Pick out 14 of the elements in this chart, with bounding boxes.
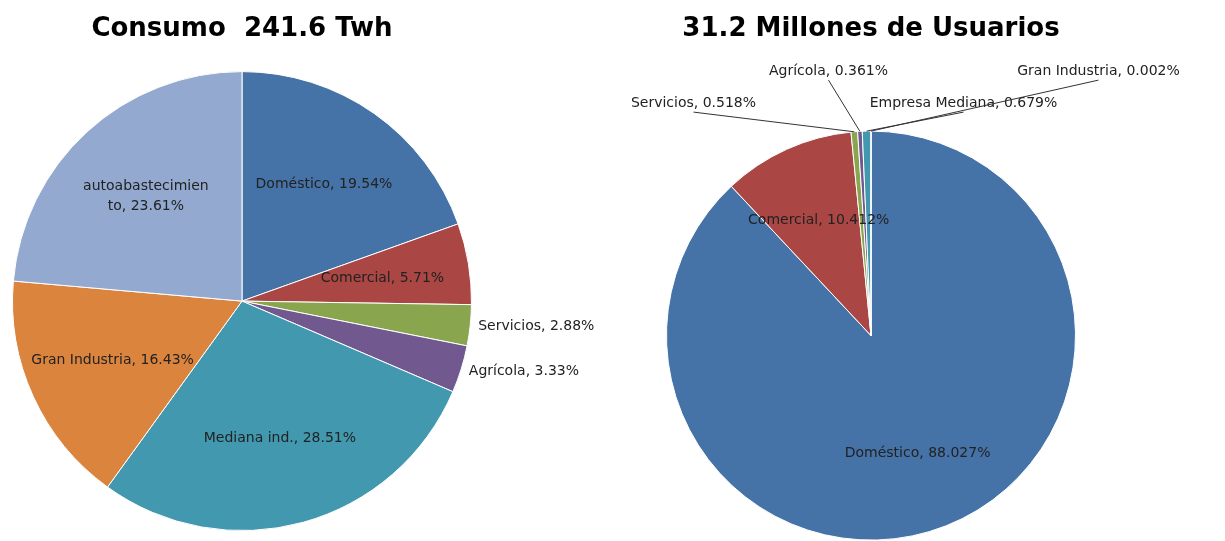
slice-label: Doméstico, 88.027% [844,444,991,461]
chart-title: Consumo 241.6 Twh [91,12,393,43]
slice-label: Empresa Mediana, 0.679% [869,93,1058,110]
slice-label: Agrícola, 0.361% [768,61,889,78]
slice-label: Gran Industria, 16.43% [31,350,194,367]
slice-label: Agrícola, 3.33% [468,362,580,379]
slice-label: Mediana ind., 28.51% [203,428,357,445]
slice-label: autoabastecimiento, 23.61% [83,176,209,213]
chart-title: 31.2 Millones de Usuarios [682,12,1060,43]
slice-label: Servicios, 2.88% [478,316,595,333]
slice-label: Gran Industria, 0.002% [1017,61,1180,78]
slice-label: Comercial, 5.71% [320,268,445,285]
slice-label: Doméstico, 19.54% [255,175,393,192]
slice-label: Servicios, 0.518% [630,93,757,110]
